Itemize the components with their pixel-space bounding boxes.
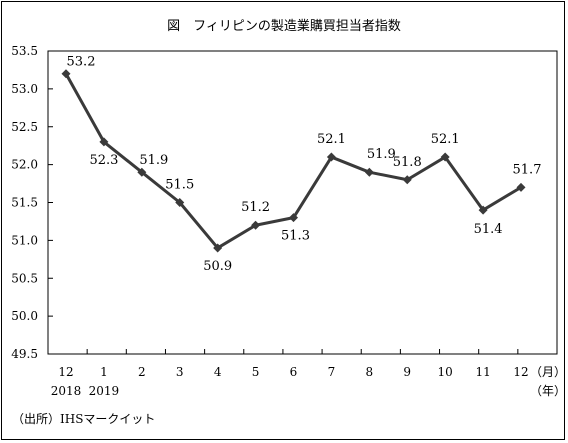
x-tick-label: 8 xyxy=(366,365,374,379)
y-tick-label: 53.5 xyxy=(11,44,38,58)
data-label: 51.9 xyxy=(139,153,168,168)
data-label: 53.2 xyxy=(67,55,96,70)
y-tick-label: 50.0 xyxy=(11,309,38,323)
series xyxy=(61,69,526,253)
x-tick-label: 11 xyxy=(475,365,490,379)
x-tick-label: 12 xyxy=(513,365,528,379)
data-label: 51.2 xyxy=(241,200,270,215)
x-tick-label: 3 xyxy=(176,365,184,379)
data-point-marker xyxy=(289,213,298,223)
data-label: 51.5 xyxy=(165,178,194,193)
y-tick-label: 52.5 xyxy=(11,120,38,134)
x-tick-label: 12 xyxy=(58,365,73,379)
data-point-marker xyxy=(440,152,450,162)
chart-title: 図 フィリピンの製造業購買担当者指数 xyxy=(167,18,401,34)
data-point-marker xyxy=(99,137,109,147)
x-tick-label: 9 xyxy=(403,365,411,379)
data-label: 52.1 xyxy=(317,132,346,147)
x-year-label: 2019 xyxy=(89,384,120,398)
data-point-marker xyxy=(175,198,185,207)
data-point-marker xyxy=(251,220,261,230)
data-point-marker xyxy=(516,182,526,192)
y-tick-label: 50.5 xyxy=(11,271,38,285)
x-unit-month: （月） xyxy=(530,365,566,379)
x-tick-label: 1 xyxy=(100,365,108,379)
data-label: 50.9 xyxy=(203,259,232,274)
source-note: （出所）IHSマークイット xyxy=(12,412,155,426)
data-point-marker xyxy=(61,69,71,79)
data-label: 51.3 xyxy=(281,229,310,244)
x-tick-label: 6 xyxy=(290,365,298,379)
x-tick-label: 5 xyxy=(252,365,260,379)
x-tick-label: 10 xyxy=(438,365,453,379)
x-year-label: 2018 xyxy=(51,384,82,398)
data-point-marker xyxy=(137,167,147,177)
data-point-marker xyxy=(326,152,336,162)
x-unit-year: （年） xyxy=(530,384,566,398)
y-tick-label: 52.0 xyxy=(11,158,38,172)
data-label: 51.7 xyxy=(513,162,542,177)
data-point-marker xyxy=(402,175,412,185)
y-tick-label: 51.5 xyxy=(11,196,38,210)
y-axis: 49.5 50.0 50.5 51.0 51.5 52.0 52.5 53.0 53.5 xyxy=(11,44,53,361)
data-point-marker xyxy=(364,167,374,177)
y-tick-label: 53.0 xyxy=(11,82,38,96)
data-point-marker xyxy=(478,205,488,215)
data-label: 52.1 xyxy=(431,132,460,147)
data-labels: 53.252.3 51.951.550.951.251.352.151.951.8… xyxy=(67,55,542,274)
y-tick-label: 51.0 xyxy=(11,233,38,247)
x-tick-label: 2 xyxy=(138,365,146,379)
data-label: 51.9 xyxy=(367,147,396,162)
x-tick-label: 4 xyxy=(214,365,222,379)
y-tick-label: 49.5 xyxy=(11,347,38,361)
data-label: 52.3 xyxy=(89,153,118,168)
data-label: 51.4 xyxy=(474,222,503,237)
data-point-marker xyxy=(213,243,223,253)
data-label: 51.8 xyxy=(393,155,422,170)
x-tick-label: 7 xyxy=(328,365,336,379)
